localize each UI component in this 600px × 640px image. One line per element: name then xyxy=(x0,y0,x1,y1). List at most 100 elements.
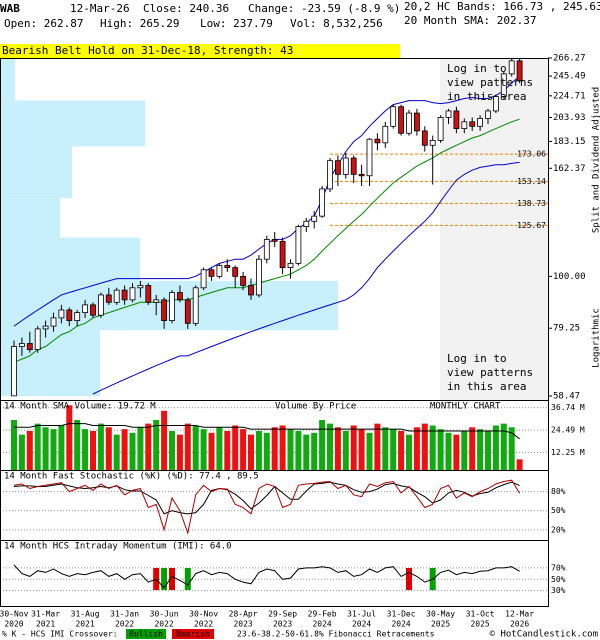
volume-bar xyxy=(232,425,239,470)
volume-bar xyxy=(437,429,444,470)
y-tick-label: 245.49 xyxy=(553,72,586,82)
candle-body xyxy=(295,226,302,264)
x-tick-label: 31-Jan xyxy=(110,610,139,619)
candle-body xyxy=(34,328,41,350)
y-tick-label: 58.47 xyxy=(553,392,580,402)
fib-label: 138.73 xyxy=(517,199,546,208)
volume-bar xyxy=(82,429,89,470)
candle-body xyxy=(169,292,175,321)
chart-label: MONTHLY CHART xyxy=(430,402,501,412)
volume-bar xyxy=(34,423,41,470)
volume-bar xyxy=(42,427,49,470)
volume-bar xyxy=(121,429,128,470)
volume-bar xyxy=(58,425,65,470)
x-tick-label: 2022 xyxy=(154,620,173,629)
volume-bar xyxy=(176,434,183,470)
candle-body xyxy=(192,287,199,324)
volume-bar xyxy=(334,427,341,470)
candle-body xyxy=(11,346,17,397)
volume-bar xyxy=(287,429,294,470)
y-tick-label: 50% xyxy=(551,506,566,515)
vbp-label: Volume By Price xyxy=(275,402,356,412)
volume-bar xyxy=(224,430,231,470)
banner-bg xyxy=(0,44,400,58)
candle-body xyxy=(390,106,397,127)
volume-bar xyxy=(327,423,333,470)
candle-body xyxy=(66,309,73,321)
close: Close: 240.36 xyxy=(143,2,229,15)
candle-body xyxy=(161,299,168,321)
y-tick-label: 79.25 xyxy=(553,324,580,334)
volume-bar xyxy=(461,430,468,470)
copyright: © HotCandlestick.com xyxy=(490,630,598,640)
volume-bar xyxy=(200,429,207,470)
candle-body xyxy=(382,125,389,144)
x-tick-label: 2025 xyxy=(431,620,450,629)
candle-body xyxy=(516,60,523,82)
bands-legend: 20,2 HC Bands: 166.73 , 245.63 xyxy=(404,0,600,13)
candle-body xyxy=(98,294,104,316)
crossover-signal xyxy=(161,568,168,590)
y-tick-label: 203.93 xyxy=(553,113,586,123)
volume-bar xyxy=(216,427,223,470)
legend-title: % K - HCS IMI Crossover: xyxy=(2,630,118,639)
y-tick-label: 80% xyxy=(551,487,566,496)
candle-body xyxy=(311,215,318,222)
candle-body xyxy=(461,121,468,129)
x-tick-label: 2023 xyxy=(273,620,292,629)
volume-bar xyxy=(11,419,17,470)
candle-body xyxy=(413,112,420,132)
login-text: view patterns xyxy=(447,76,533,89)
volume-bar xyxy=(137,427,144,470)
volume-bar xyxy=(445,432,452,470)
volume-bar xyxy=(421,423,428,470)
volume-bar xyxy=(492,425,499,470)
imi-line xyxy=(13,564,520,589)
volume-bar xyxy=(319,419,326,470)
volume-bar xyxy=(413,427,420,470)
y-tick-label: 24.49 M xyxy=(551,426,585,435)
candle-body xyxy=(208,269,215,277)
x-tick-label: 28-Apr xyxy=(229,610,258,619)
candle-body xyxy=(437,116,444,141)
candle-body xyxy=(129,287,136,301)
symbol: WAB xyxy=(0,2,20,15)
stoch-d xyxy=(13,481,520,515)
volume-bar xyxy=(311,432,318,470)
volume-bar xyxy=(516,459,523,470)
candle-body xyxy=(82,304,88,313)
volume-bar xyxy=(374,423,381,470)
candle-body xyxy=(421,130,428,146)
volume-bar xyxy=(105,427,112,470)
login-text: in this area xyxy=(447,90,526,103)
imi-panel xyxy=(0,564,548,592)
login-text: in this area xyxy=(447,380,526,393)
open: Open: 262.87 xyxy=(4,17,83,30)
volume-bar xyxy=(113,434,120,470)
volume-bar xyxy=(508,427,515,470)
volume-bar xyxy=(303,434,310,470)
x-tick-label: 31-Dec xyxy=(387,610,416,619)
candle-body xyxy=(42,325,49,330)
y-tick-label: 224.71 xyxy=(553,91,586,101)
candle-body xyxy=(500,73,507,97)
volume-bar xyxy=(153,419,160,470)
y-tick-label: 266.27 xyxy=(553,54,586,64)
y-tick-label: 30% xyxy=(551,586,566,595)
candle-body xyxy=(232,267,239,277)
x-tick-label: 30-Nov xyxy=(0,610,29,619)
volume-by-price-bar xyxy=(0,58,15,101)
x-tick-label: 31-Oct xyxy=(466,610,495,619)
volume-bar xyxy=(240,429,247,470)
volume-title: 14 Month SMA Volume: 19.72 M xyxy=(4,402,156,412)
candle-body xyxy=(240,275,247,286)
candle-body xyxy=(58,309,65,319)
volume-bar xyxy=(500,423,507,470)
x-tick-label: 29-Feb xyxy=(308,610,337,619)
fib-label: 153.14 xyxy=(517,177,546,186)
low: Low: 237.79 xyxy=(200,17,273,30)
candle-body xyxy=(485,110,491,119)
volume-bar xyxy=(295,430,302,470)
x-tick-label: 2024 xyxy=(352,620,371,629)
